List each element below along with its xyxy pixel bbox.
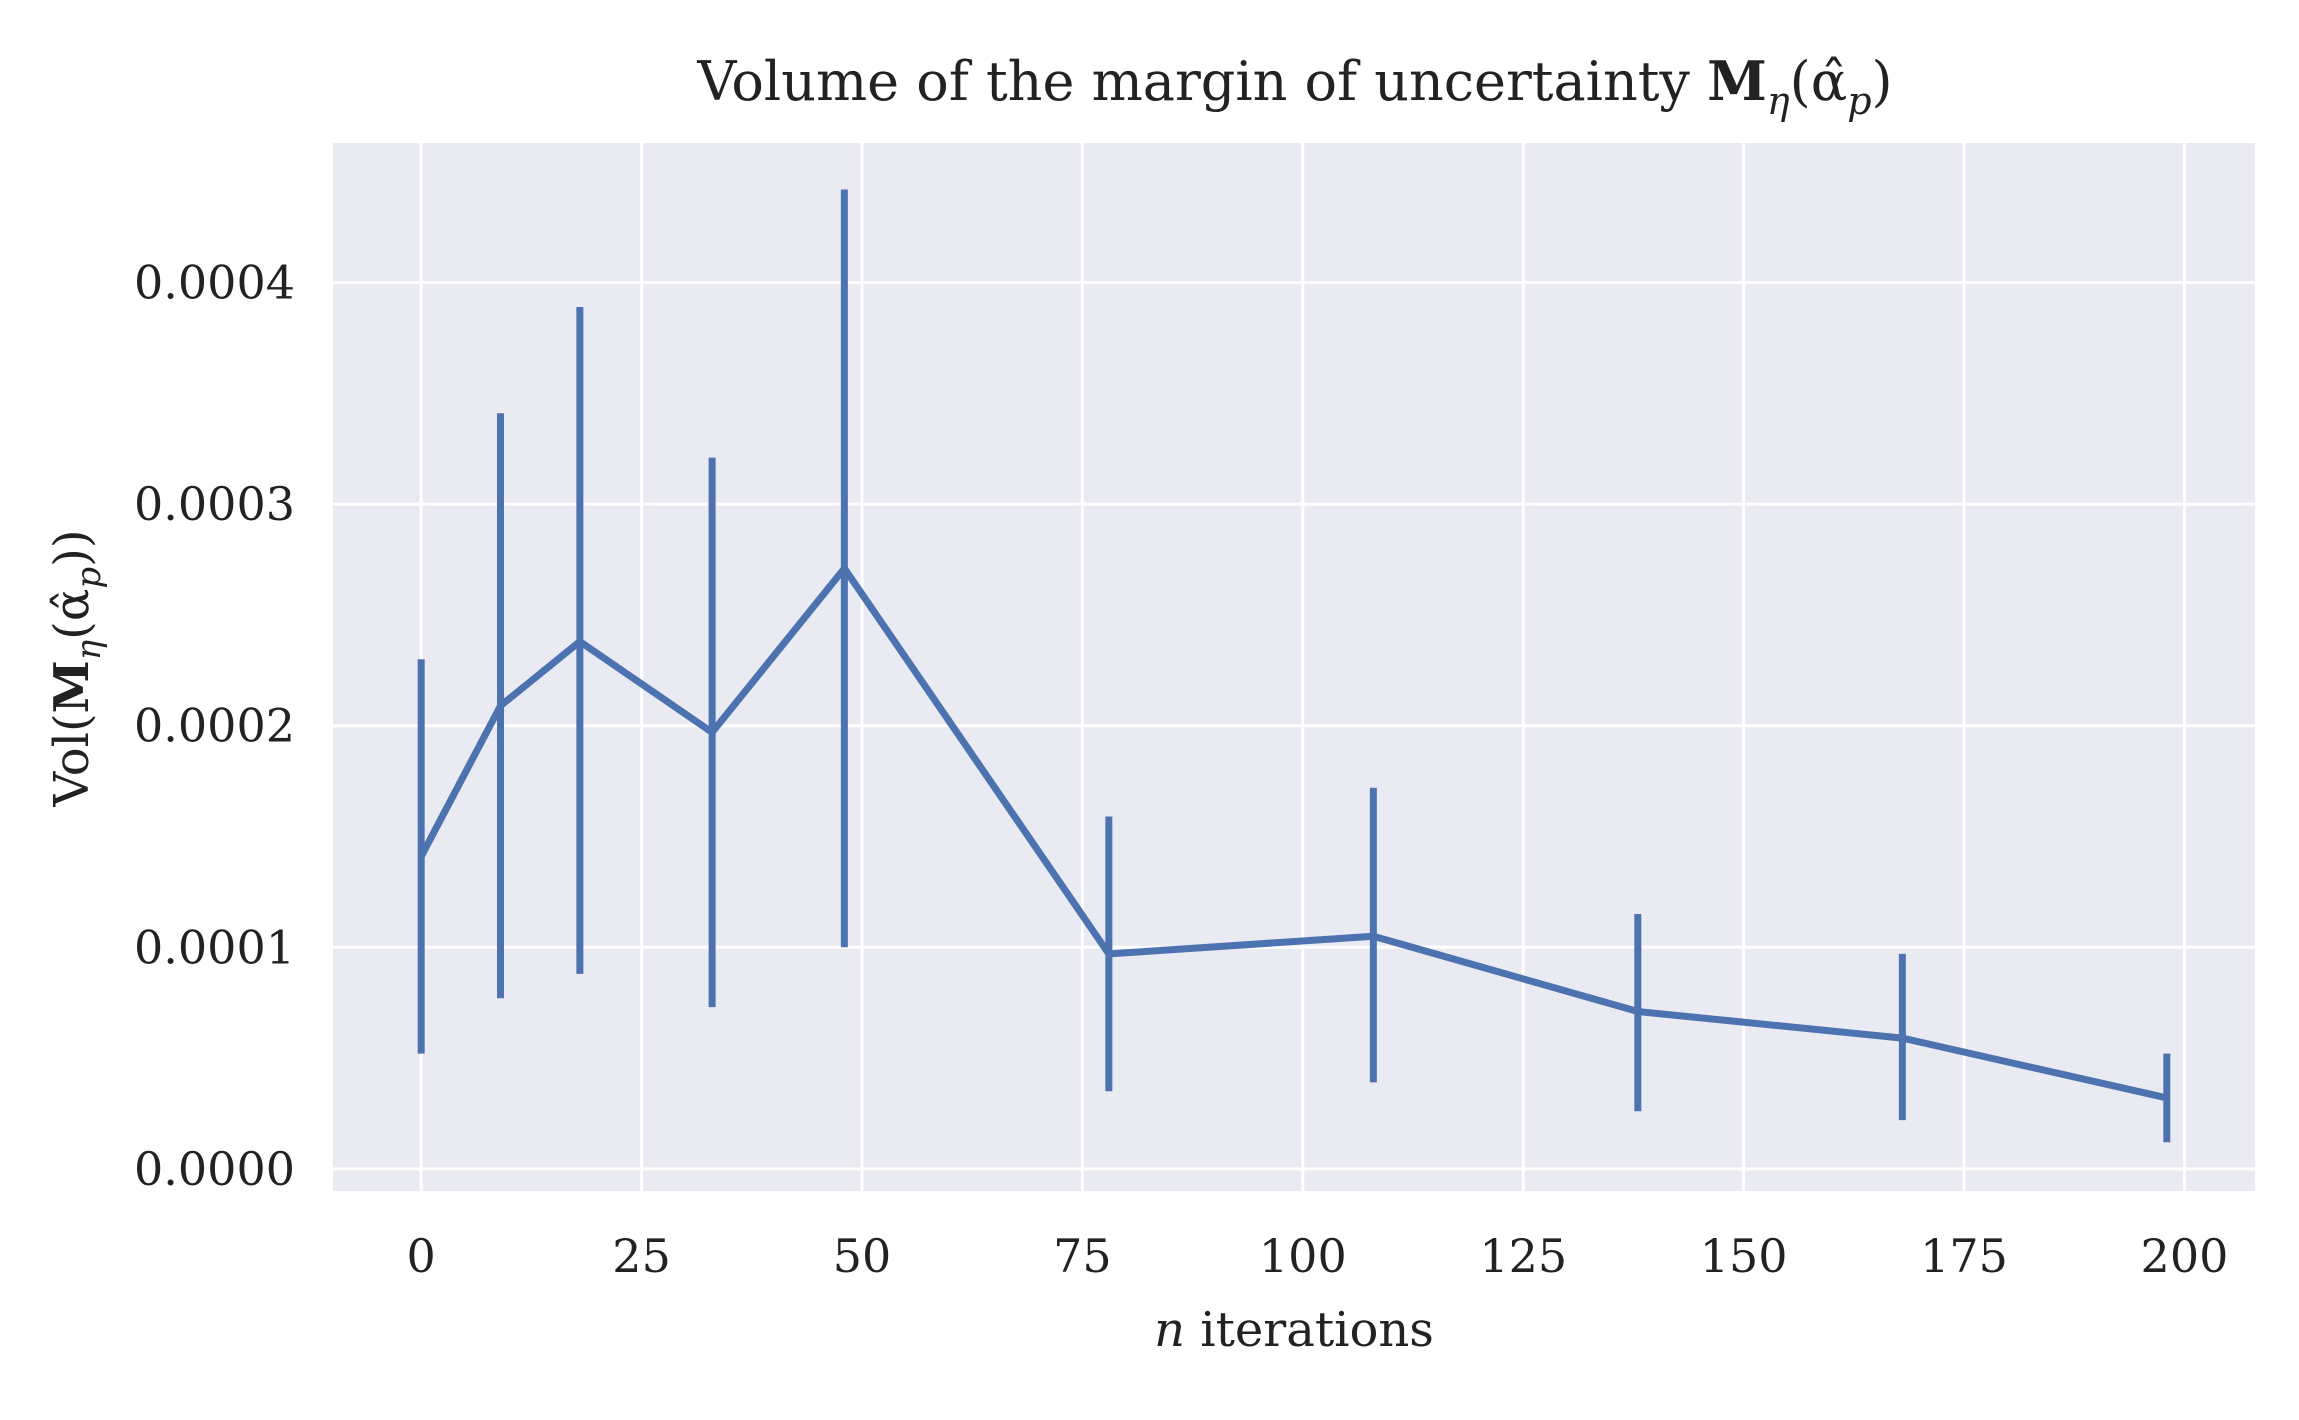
x-tick-labels: 0 25 50 75 100 125 150 175 200: [407, 1229, 2229, 1283]
y-axis-subscript: η: [69, 639, 109, 660]
y-axis-symbol: M: [44, 660, 100, 713]
x-tick-label: 100: [1259, 1229, 1347, 1283]
x-tick-label: 150: [1700, 1229, 1788, 1283]
y-tick-label: 0.0004: [134, 256, 295, 310]
chart-title-subscript: η: [1767, 79, 1790, 123]
y-tick-label: 0.0000: [134, 1142, 295, 1196]
y-axis-title: Vol(Mη(α̂p)): [44, 529, 109, 807]
chart-title-symbol: M: [1707, 49, 1767, 113]
y-axis-argument-subscript: p: [69, 567, 109, 589]
chart-title-close: ): [1872, 50, 1893, 113]
chart-title-argument-subscript: p: [1847, 79, 1871, 123]
x-tick-label: 200: [2141, 1229, 2229, 1283]
x-tick-label: 0: [407, 1229, 436, 1283]
y-axis-prefix: Vol(: [44, 713, 100, 807]
chart-title-prefix: Volume of the margin of uncertainty: [696, 50, 1707, 113]
x-axis-text: iterations: [1185, 1302, 1434, 1358]
y-axis-close: )): [44, 529, 100, 566]
series-line: [418, 564, 2168, 1102]
x-axis-title: n iterations: [1154, 1302, 1434, 1358]
y-tick-labels: 0.0000 0.0001 0.0002 0.0003 0.0004: [134, 256, 295, 1196]
x-tick-label: 50: [833, 1229, 892, 1283]
chart-title: Volume of the margin of uncertainty Mη(α…: [696, 49, 1892, 123]
plot-area: [333, 143, 2255, 1191]
y-tick-label: 0.0003: [134, 477, 295, 531]
x-tick-label: 125: [1479, 1229, 1567, 1283]
x-tick-label: 75: [1053, 1229, 1112, 1283]
grid: [333, 143, 2255, 1191]
x-axis-variable: n: [1154, 1302, 1185, 1358]
y-tick-label: 0.0002: [134, 699, 295, 753]
x-tick-label: 175: [1920, 1229, 2008, 1283]
x-tick-label: 25: [612, 1229, 671, 1283]
y-tick-label: 0.0001: [134, 920, 295, 974]
chart-title-argument: (α̂: [1790, 50, 1848, 113]
y-axis-argument: (α̂: [44, 589, 100, 640]
